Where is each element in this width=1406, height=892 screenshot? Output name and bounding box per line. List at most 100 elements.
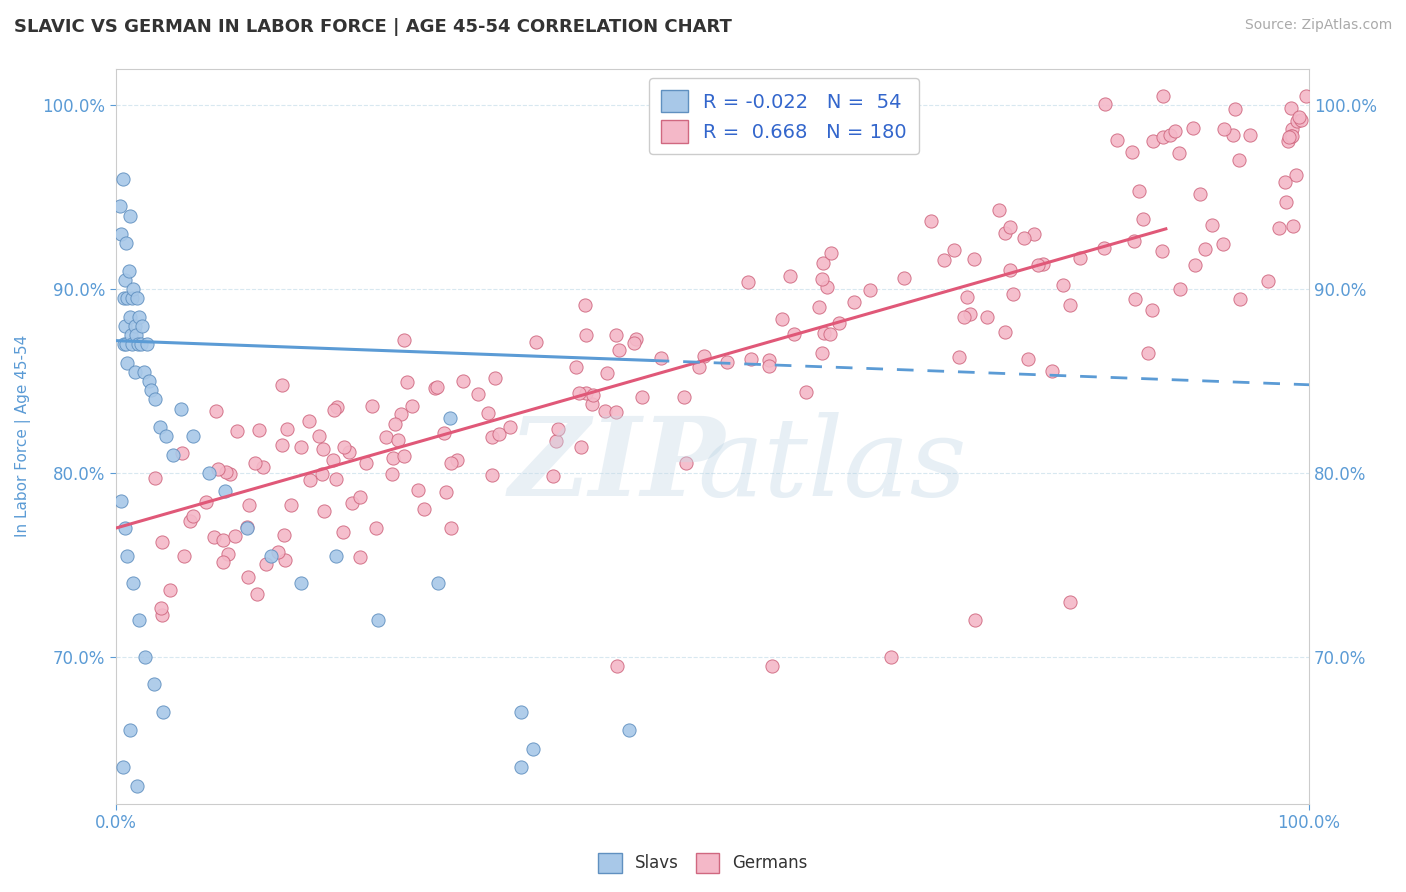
Point [1281, 122, 1303, 136]
Point [948, 350, 970, 364]
Point [205, 404, 228, 418]
Point [332, 524, 354, 539]
Point [488, 427, 510, 442]
Point [650, 351, 672, 365]
Point [214, 484, 236, 499]
Point [672, 390, 695, 404]
Point [290, 576, 312, 591]
Point [387, 433, 409, 447]
Point [564, 359, 586, 374]
Point [273, 553, 295, 567]
Point [942, 243, 965, 257]
Point [312, 442, 335, 457]
Point [252, 459, 274, 474]
Point [1026, 258, 1049, 272]
Point [880, 649, 903, 664]
Point [605, 328, 627, 343]
Point [737, 275, 759, 289]
Point [340, 495, 363, 509]
Point [893, 270, 915, 285]
Point [433, 425, 456, 440]
Point [770, 311, 793, 326]
Point [692, 349, 714, 363]
Point [110, 493, 132, 508]
Point [820, 245, 842, 260]
Point [141, 384, 163, 398]
Legend: Slavs, Germans: Slavs, Germans [592, 847, 814, 880]
Point [1052, 277, 1074, 292]
Point [134, 365, 156, 379]
Point [1059, 298, 1081, 312]
Point [270, 438, 292, 452]
Point [575, 385, 598, 400]
Point [197, 466, 219, 480]
Point [149, 420, 172, 434]
Point [125, 291, 148, 305]
Point [481, 467, 503, 482]
Point [401, 399, 423, 413]
Point [426, 379, 449, 393]
Point [596, 366, 619, 380]
Point [716, 355, 738, 369]
Point [349, 549, 371, 564]
Point [333, 441, 356, 455]
Point [1002, 287, 1025, 301]
Point [276, 422, 298, 436]
Point [440, 521, 463, 535]
Point [467, 387, 489, 401]
Point [1212, 236, 1234, 251]
Point [568, 386, 591, 401]
Point [1140, 303, 1163, 318]
Point [1167, 146, 1189, 161]
Point [1201, 218, 1223, 232]
Point [434, 485, 457, 500]
Text: Source: ZipAtlas.com: Source: ZipAtlas.com [1244, 18, 1392, 32]
Point [121, 291, 143, 305]
Point [308, 429, 330, 443]
Point [155, 429, 177, 443]
Point [522, 741, 544, 756]
Point [807, 301, 830, 315]
Point [959, 307, 981, 321]
Point [626, 332, 648, 346]
Point [181, 429, 204, 443]
Point [114, 318, 136, 333]
Point [1222, 128, 1244, 142]
Legend: R = -0.022   N =  54, R =  0.668   N = 180: R = -0.022 N = 54, R = 0.668 N = 180 [650, 78, 918, 154]
Point [569, 440, 592, 454]
Text: atlas: atlas [697, 412, 966, 519]
Point [998, 219, 1021, 234]
Point [574, 298, 596, 312]
Point [128, 310, 150, 324]
Point [247, 423, 270, 437]
Point [1194, 243, 1216, 257]
Point [815, 280, 838, 294]
Point [381, 467, 404, 481]
Point [1094, 97, 1116, 112]
Point [236, 570, 259, 584]
Point [395, 376, 418, 390]
Point [1022, 227, 1045, 241]
Point [541, 468, 564, 483]
Point [224, 528, 246, 542]
Point [246, 586, 269, 600]
Point [582, 387, 605, 401]
Point [1274, 175, 1296, 189]
Point [956, 290, 979, 304]
Point [238, 498, 260, 512]
Point [110, 227, 132, 241]
Point [779, 268, 801, 283]
Point [162, 448, 184, 462]
Point [131, 318, 153, 333]
Point [297, 414, 319, 428]
Point [932, 252, 955, 267]
Point [138, 374, 160, 388]
Point [111, 171, 134, 186]
Point [298, 473, 321, 487]
Point [311, 467, 333, 481]
Point [605, 405, 627, 419]
Point [595, 404, 617, 418]
Point [499, 420, 522, 434]
Point [842, 294, 865, 309]
Point [280, 499, 302, 513]
